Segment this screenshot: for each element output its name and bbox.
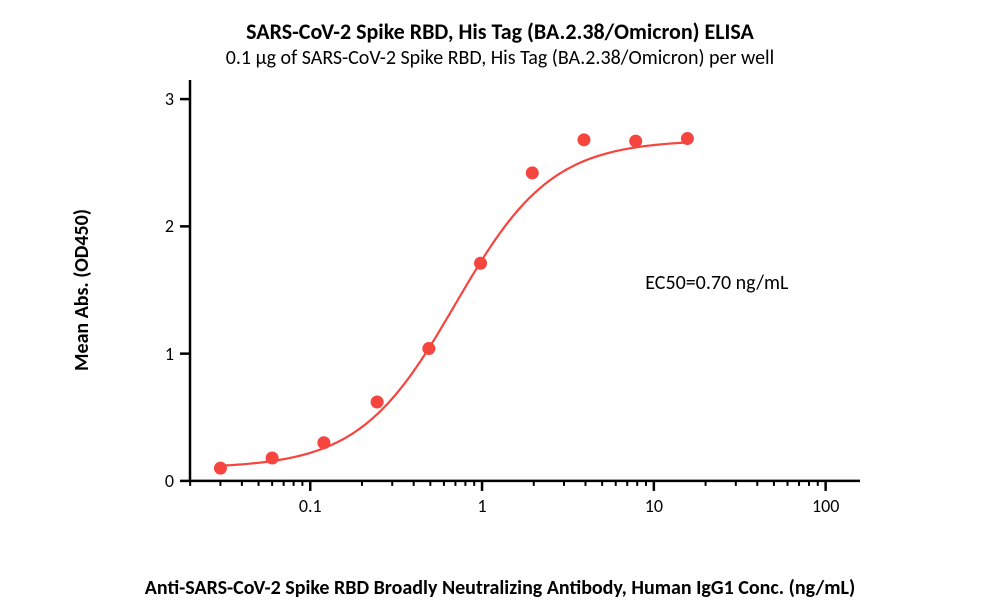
- data-point: [422, 342, 435, 355]
- y-tick-label: 1: [150, 343, 174, 365]
- data-point: [371, 396, 384, 409]
- data-point: [577, 133, 590, 146]
- data-point: [526, 166, 539, 179]
- y-axis-title: Mean Abs. (OD450): [70, 209, 94, 371]
- chart-title-sub: 0.1 µg of SARS-CoV-2 Spike RBD, His Tag …: [0, 46, 1000, 70]
- x-tick-label: 10: [645, 495, 663, 517]
- chart-title-main: SARS-CoV-2 Spike RBD, His Tag (BA.2.38/O…: [0, 18, 1000, 45]
- data-point: [266, 452, 279, 465]
- x-tick-label: 0.1: [299, 495, 322, 517]
- y-tick-label: 3: [150, 88, 174, 110]
- x-tick-label: 1: [477, 495, 486, 517]
- ec50-annotation: EC50=0.70 ng/mL: [645, 271, 788, 295]
- data-point: [681, 132, 694, 145]
- y-tick-label: 2: [150, 215, 174, 237]
- y-tick-label: 0: [150, 470, 174, 492]
- data-point: [474, 257, 487, 270]
- x-tick-label: 100: [812, 495, 839, 517]
- fit-curve: [220, 142, 687, 465]
- data-point: [214, 462, 227, 475]
- chart-container: { "layout": { "width": 1000, "height": 6…: [0, 0, 1000, 614]
- x-axis-title: Anti-SARS-CoV-2 Spike RBD Broadly Neutra…: [0, 576, 1000, 600]
- data-point: [317, 436, 330, 449]
- data-point: [629, 135, 642, 148]
